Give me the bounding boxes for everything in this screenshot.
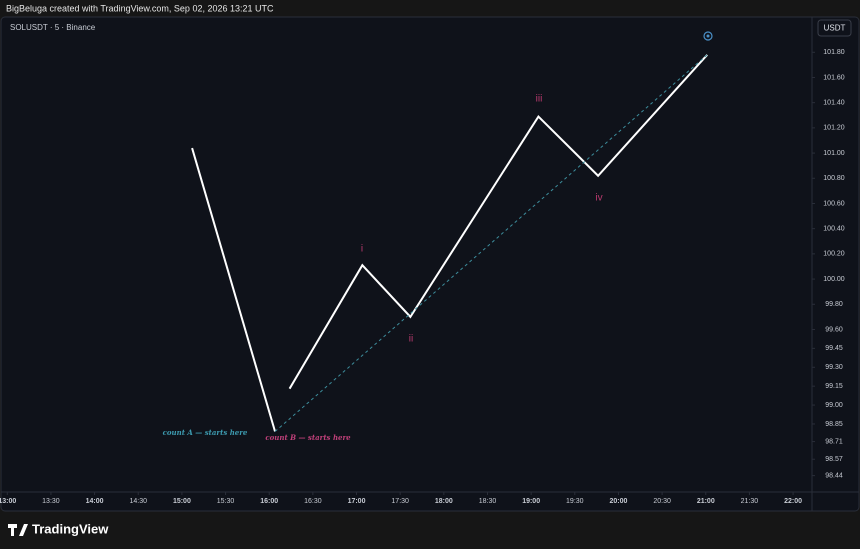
x-tick-label: 15:00	[173, 498, 191, 505]
y-tick-label: 100.40	[823, 226, 845, 233]
x-tick-label: 20:30	[653, 498, 671, 505]
brand-logo: TradingView	[8, 521, 109, 536]
x-tick-label: 15:30	[217, 498, 235, 505]
x-tick-label: 18:30	[479, 498, 497, 505]
y-tick-label: 98.44	[825, 472, 843, 479]
y-tick-label: 99.00	[825, 402, 843, 409]
y-tick-label: 99.15	[825, 383, 843, 390]
x-tick-label: 17:00	[348, 498, 366, 505]
chart-panel	[0, 16, 860, 512]
plot: 101.80 101.60 101.40 101.20 101.00 100.80 100.…	[0, 49, 845, 505]
wave-label: iv	[595, 193, 602, 204]
x-tick-label: 20:00	[610, 498, 628, 505]
y-tick-label: 99.80	[825, 301, 843, 308]
alert-icon-dot	[706, 34, 710, 38]
y-tick-label: 98.71	[825, 438, 843, 445]
y-tick-label: 99.60	[825, 326, 843, 333]
wave-label: iii	[536, 94, 543, 105]
x-tick-label: 16:30	[304, 498, 322, 505]
y-tick-label: 101.40	[823, 100, 845, 107]
y-tick-label: 98.57	[825, 456, 843, 463]
x-tick-label: 17:30	[391, 498, 409, 505]
y-tick-label: 101.80	[823, 49, 845, 56]
y-tick-label: 100.80	[823, 175, 845, 182]
y-tick-label: 99.45	[825, 345, 843, 352]
count-note: count B — starts here	[265, 433, 351, 442]
y-tick-label: 100.20	[823, 251, 845, 258]
x-tick-label: 21:30	[741, 498, 759, 505]
brand-mark	[8, 524, 28, 536]
y-tick-label: 101.20	[823, 125, 845, 132]
count-note: count A — starts here	[163, 428, 248, 437]
wave-label: ii	[409, 334, 413, 345]
x-tick-label: 13:00	[0, 498, 16, 505]
x-tick-label: 18:00	[435, 498, 453, 505]
x-tick-label: 19:30	[566, 498, 584, 505]
symbol-title: SOLUSDT · 5 · Binance	[10, 23, 96, 32]
y-tick-label: 99.30	[825, 364, 843, 371]
caption: BigBeluga created with TradingView.com, …	[6, 3, 274, 13]
y-tick-label: 101.00	[823, 150, 845, 157]
y-tick-label: 100.60	[823, 200, 845, 207]
x-tick-label: 21:00	[697, 498, 715, 505]
currency-button[interactable]	[817, 19, 852, 37]
x-tick-label: 19:00	[522, 498, 540, 505]
brand-name: TradingView	[32, 521, 109, 536]
price-line	[288, 54, 708, 390]
x-tick-label: 13:30	[42, 498, 60, 505]
price-line	[191, 147, 276, 432]
currency-label: USDT	[824, 24, 846, 33]
x-tick-label: 14:30	[129, 498, 147, 505]
x-tick-label: 22:00	[784, 498, 802, 505]
y-tick-label: 100.00	[823, 276, 845, 283]
wave-label: i	[361, 244, 363, 255]
x-tick-label: 16:00	[260, 498, 278, 505]
y-tick-label: 98.85	[825, 421, 843, 428]
y-tick-label: 101.60	[823, 74, 845, 81]
alert-icon[interactable]	[703, 31, 713, 41]
x-tick-label: 14:00	[86, 498, 104, 505]
